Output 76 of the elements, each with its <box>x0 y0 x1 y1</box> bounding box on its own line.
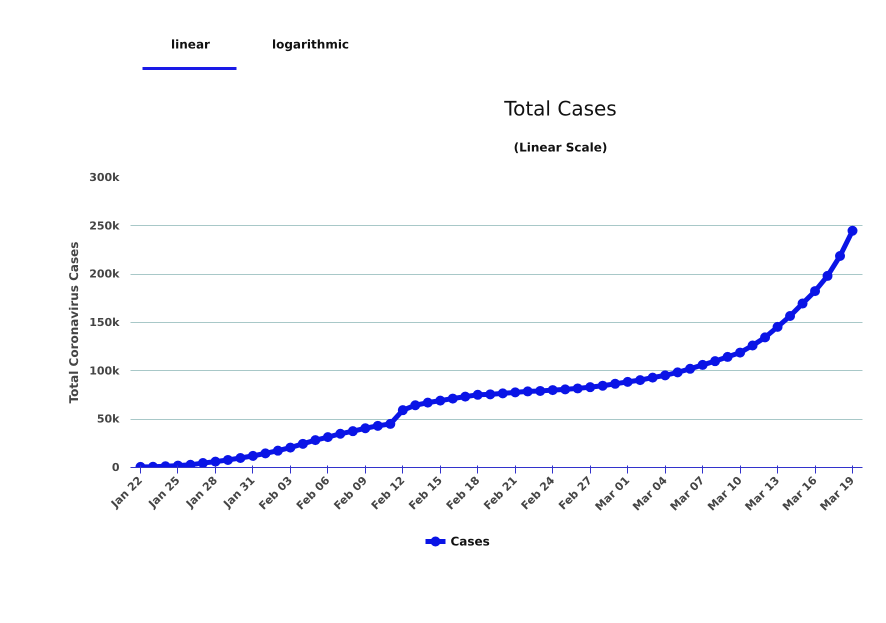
chart-subtitle: (Linear Scale) <box>514 140 608 154</box>
y-tick-label: 150k <box>89 316 120 329</box>
point <box>198 458 208 468</box>
point <box>322 432 333 442</box>
point <box>622 376 633 387</box>
point <box>372 420 383 431</box>
y-tick-label: 200k <box>89 268 120 281</box>
point <box>798 298 808 309</box>
point <box>635 375 646 386</box>
point <box>422 398 433 408</box>
x-tick-label: Feb 06 <box>294 474 333 512</box>
point <box>310 435 320 446</box>
point <box>435 396 446 406</box>
x-tick-label: Feb 12 <box>368 474 408 512</box>
point <box>472 390 483 400</box>
x-tick-label: Feb 27 <box>556 474 595 512</box>
point <box>498 388 508 398</box>
point <box>398 405 408 416</box>
point <box>298 438 308 449</box>
text: linear <box>171 38 210 52</box>
x-tick-label: Feb 24 <box>518 474 558 512</box>
point <box>722 352 733 362</box>
point <box>698 360 708 370</box>
point <box>348 426 358 436</box>
y-tick-label: 0 <box>112 461 120 474</box>
point <box>748 340 758 350</box>
point <box>210 456 220 467</box>
point <box>260 448 270 458</box>
y-tick-label: 50k <box>96 412 120 426</box>
point <box>385 418 396 429</box>
point <box>660 370 670 380</box>
point <box>735 348 746 358</box>
point <box>785 311 796 322</box>
point <box>548 385 558 396</box>
point <box>598 380 608 391</box>
chart-title: Total Cases <box>503 96 617 120</box>
point <box>610 378 620 389</box>
point <box>810 286 820 296</box>
point <box>822 270 833 281</box>
point <box>235 453 246 464</box>
point <box>672 367 683 378</box>
y-tick-label: 100k <box>89 364 120 378</box>
point <box>360 423 370 434</box>
point <box>710 356 720 366</box>
point <box>222 454 233 465</box>
point <box>272 446 283 456</box>
point <box>510 387 520 398</box>
point <box>848 226 858 236</box>
point <box>560 384 570 394</box>
legend-label: Cases <box>450 534 490 548</box>
x-tick-label: Feb 15 <box>406 474 445 512</box>
y-tick-label: 250k <box>89 219 120 232</box>
point <box>685 364 696 374</box>
point <box>285 442 296 453</box>
point <box>335 428 346 439</box>
y-tick-label: 300k <box>89 171 120 184</box>
point <box>522 386 533 396</box>
point <box>585 382 596 392</box>
point <box>460 392 470 402</box>
x-tick-label: Feb 21 <box>481 474 520 512</box>
point <box>772 322 783 332</box>
point <box>485 389 496 400</box>
x-tick-label: Feb 18 <box>444 474 482 512</box>
point <box>535 386 546 396</box>
point <box>185 460 196 468</box>
point <box>248 450 258 461</box>
text: logarithmic <box>272 38 350 52</box>
point <box>572 383 583 394</box>
x-tick-label: Feb 09 <box>331 474 370 512</box>
x-tick-label: Feb 03 <box>256 474 295 512</box>
point <box>648 372 658 383</box>
point <box>410 400 420 410</box>
y-axis-title: Total Coronavirus Cases <box>67 242 82 404</box>
point <box>760 332 770 342</box>
point <box>448 394 458 404</box>
point <box>835 251 846 261</box>
